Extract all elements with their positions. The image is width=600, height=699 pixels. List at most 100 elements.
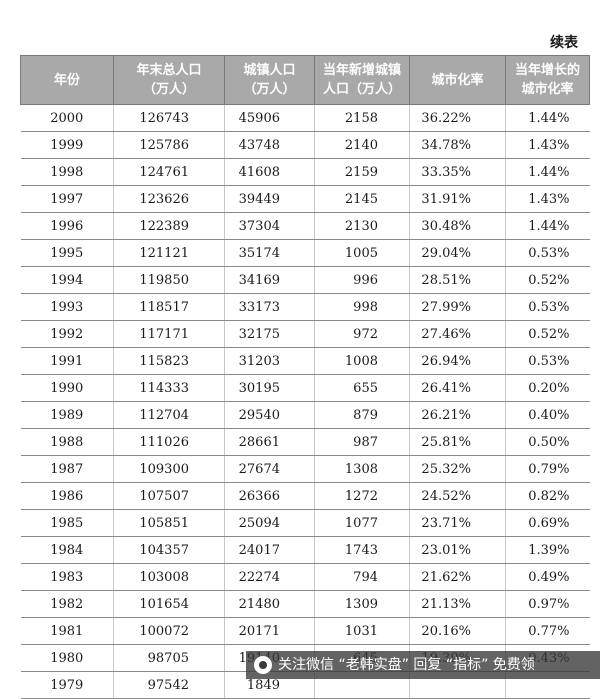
total-population-cell: 121121 [113,239,225,267]
total-population-cell: 101654 [113,590,225,618]
table-row: 1998 124761 41608 2159 33.35% 1.44% [20,158,590,186]
urbanization-rate-cell: 27.46% [409,320,506,348]
year-cell: 1991 [20,347,114,375]
new-urban-population-cell: 2145 [314,185,410,213]
total-population-cell: 119850 [113,266,225,294]
urbanization-growth-cell: 1.43% [505,131,590,159]
table-row: 1985 105851 25094 1077 23.71% 0.69% [20,509,590,537]
year-cell: 1986 [20,482,114,510]
urbanization-growth-cell: 1.39% [505,536,590,564]
year-cell: 1979 [20,671,114,699]
urbanization-rate-cell: 29.04% [409,239,506,267]
urbanization-rate-cell: 33.35% [409,158,506,186]
urbanization-growth-cell: 0.82% [505,482,590,510]
year-cell: 1999 [20,131,114,159]
urban-population-cell: 37304 [224,212,315,240]
urban-population-cell: 21480 [224,590,315,618]
new-urban-population-cell: 2158 [314,104,410,132]
new-urban-population-cell: 987 [314,428,410,456]
urban-population-cell: 26366 [224,482,315,510]
table-row: 1995 121121 35174 1005 29.04% 0.53% [20,239,590,267]
table-row: 1981 100072 20171 1031 20.16% 0.77% [20,617,590,645]
year-cell: 1993 [20,293,114,321]
header-total-population: 年末总人口 （万人） [113,55,225,105]
urbanization-rate-cell: 26.21% [409,401,506,429]
urban-population-cell: 25094 [224,509,315,537]
urbanization-rate-cell: 21.13% [409,590,506,618]
table-row: 1994 119850 34169 996 28.51% 0.52% [20,266,590,294]
new-urban-population-cell: 996 [314,266,410,294]
urbanization-rate-cell: 24.52% [409,482,506,510]
table-continued-caption: 续表 [550,35,578,51]
urban-population-cell: 35174 [224,239,315,267]
new-urban-population-cell: 1031 [314,617,410,645]
table-row: 1992 117171 32175 972 27.46% 0.52% [20,320,590,348]
urban-population-cell: 41608 [224,158,315,186]
urbanization-growth-cell: 0.53% [505,293,590,321]
total-population-cell: 111026 [113,428,225,456]
year-cell: 1983 [20,563,114,591]
total-population-cell: 109300 [113,455,225,483]
table-row: 1982 101654 21480 1309 21.13% 0.97% [20,590,590,618]
new-urban-population-cell: 1008 [314,347,410,375]
new-urban-population-cell: 794 [314,563,410,591]
table-row: 1991 115823 31203 1008 26.94% 0.53% [20,347,590,375]
urbanization-growth-cell: 0.49% [505,563,590,591]
total-population-cell: 103008 [113,563,225,591]
urban-population-cell: 45906 [224,104,315,132]
year-cell: 1994 [20,266,114,294]
total-population-cell: 117171 [113,320,225,348]
urban-population-cell: 29540 [224,401,315,429]
new-urban-population-cell: 1077 [314,509,410,537]
year-cell: 1988 [20,428,114,456]
new-urban-population-cell: 1309 [314,590,410,618]
urbanization-rate-cell: 25.32% [409,455,506,483]
table-row: 1990 114333 30195 655 26.41% 0.20% [20,374,590,402]
total-population-cell: 118517 [113,293,225,321]
total-population-cell: 123626 [113,185,225,213]
new-urban-population-cell: 1743 [314,536,410,564]
new-urban-population-cell: 972 [314,320,410,348]
total-population-cell: 112704 [113,401,225,429]
urbanization-rate-cell: 23.01% [409,536,506,564]
year-cell: 1987 [20,455,114,483]
urbanization-growth-cell: 0.52% [505,320,590,348]
header-urbanization-rate: 城市化率 [409,55,506,105]
year-cell: 1984 [20,536,114,564]
urbanization-rate-cell: 23.71% [409,509,506,537]
urbanization-rate-cell: 30.48% [409,212,506,240]
new-urban-population-cell: 879 [314,401,410,429]
total-population-cell: 122389 [113,212,225,240]
urban-population-cell: 43748 [224,131,315,159]
year-cell: 1996 [20,212,114,240]
new-urban-population-cell: 2159 [314,158,410,186]
header-new-urban-population: 当年新增城镇 人口（万人） [314,55,410,105]
urbanization-growth-cell: 0.53% [505,347,590,375]
table-row: 1997 123626 39449 2145 31.91% 1.43% [20,185,590,213]
urbanization-growth-cell: 1.44% [505,158,590,186]
total-population-cell: 105851 [113,509,225,537]
total-population-cell: 125786 [113,131,225,159]
wechat-icon [254,656,272,674]
header-year: 年份 [20,55,114,105]
urbanization-growth-cell: 0.69% [505,509,590,537]
urbanization-growth-cell: 0.97% [505,590,590,618]
table-row: 1988 111026 28661 987 25.81% 0.50% [20,428,590,456]
table-row: 1993 118517 33173 998 27.99% 0.53% [20,293,590,321]
urban-population-cell: 27674 [224,455,315,483]
urban-population-cell: 28661 [224,428,315,456]
table-row: 1987 109300 27674 1308 25.32% 0.79% [20,455,590,483]
urbanization-rate-cell: 26.94% [409,347,506,375]
year-cell: 1995 [20,239,114,267]
year-cell: 1992 [20,320,114,348]
urbanization-growth-cell: 1.43% [505,185,590,213]
year-cell: 1982 [20,590,114,618]
year-cell: 1981 [20,617,114,645]
year-cell: 1985 [20,509,114,537]
urbanization-rate-cell: 21.62% [409,563,506,591]
urbanization-rate-cell: 34.78% [409,131,506,159]
total-population-cell: 97542 [113,671,225,699]
table-row: 1984 104357 24017 1743 23.01% 1.39% [20,536,590,564]
urbanization-rate-cell: 28.51% [409,266,506,294]
urbanization-rate-cell: 25.81% [409,428,506,456]
